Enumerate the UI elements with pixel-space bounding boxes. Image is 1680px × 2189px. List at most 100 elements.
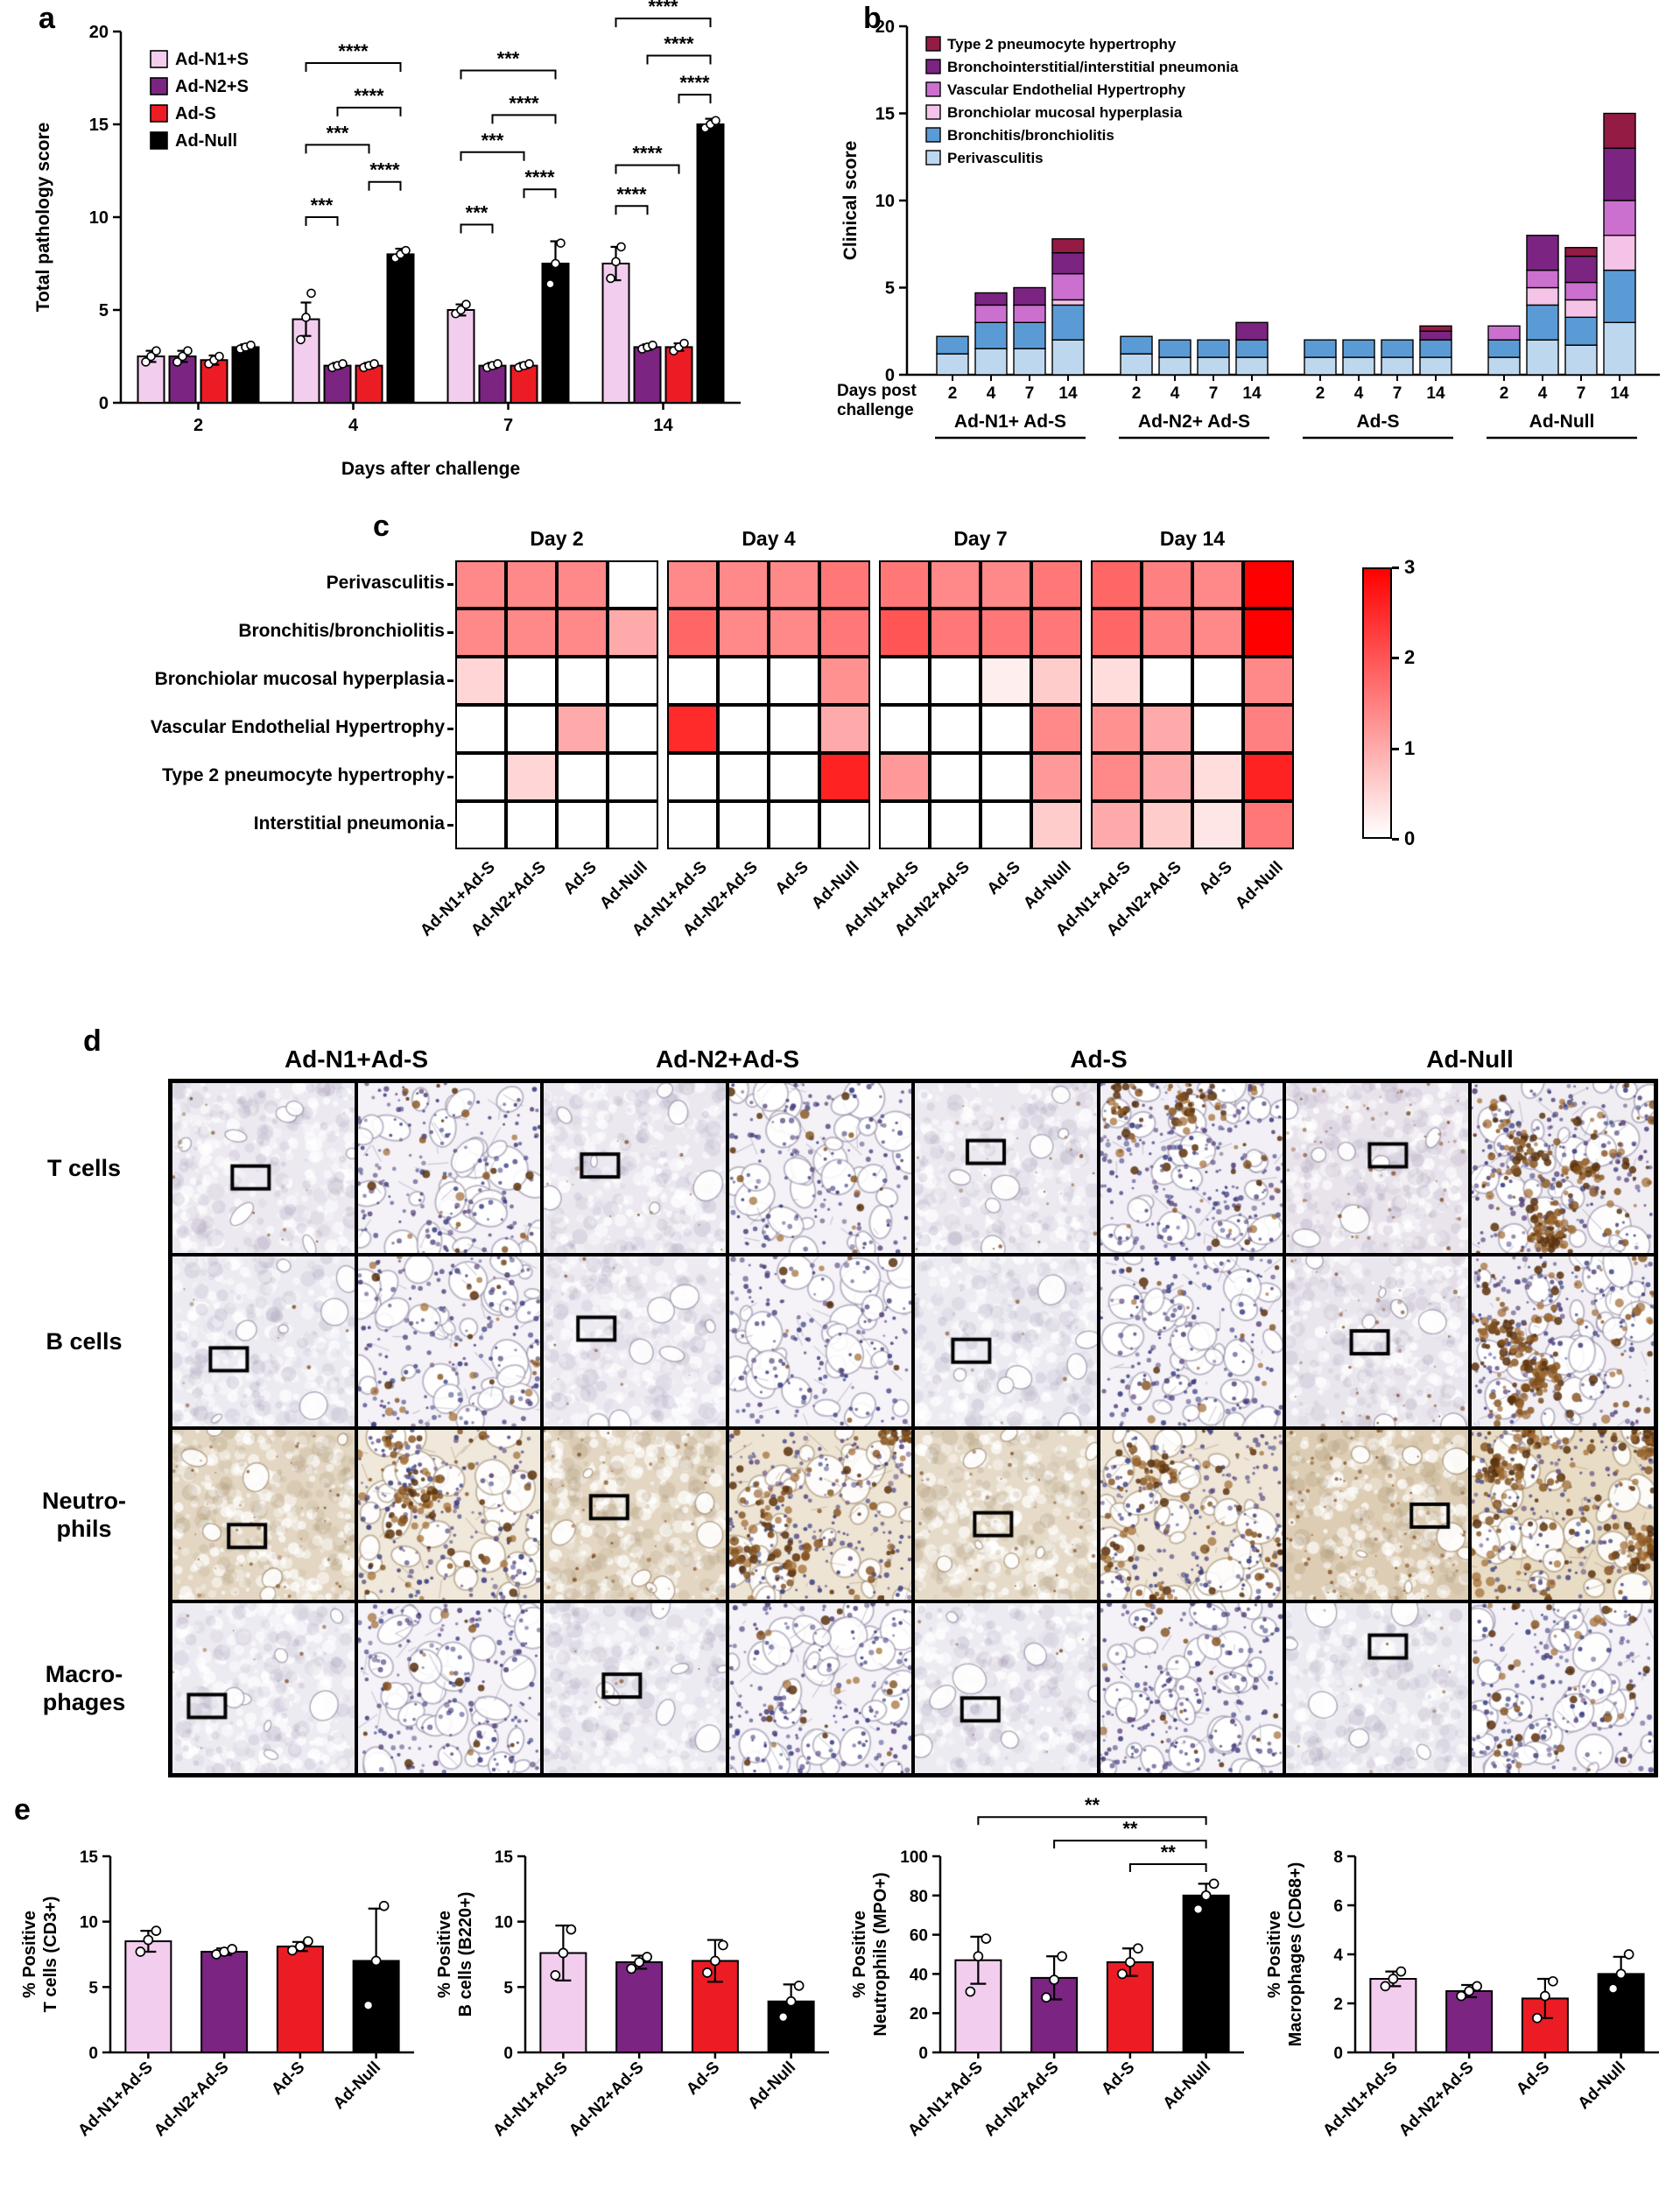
ihc-column-header: Ad-N2+Ad-S — [655, 1045, 800, 1073]
ihc-image — [171, 1255, 356, 1428]
stack-segment — [936, 335, 969, 355]
significance-bracket — [678, 94, 712, 104]
colorbar-tick-label: 3 — [1404, 556, 1416, 578]
heatmap-row-tick — [447, 583, 453, 586]
heatmap-cell — [769, 657, 819, 705]
group-label: Ad-N1+ Ad-S — [954, 412, 1066, 432]
category-label: Ad-N1+Ad-S — [489, 2059, 572, 2141]
heatmap-cell — [769, 609, 819, 657]
data-point — [1125, 1957, 1135, 1967]
data-point — [1117, 1968, 1128, 1980]
heatmap-cell — [1142, 705, 1192, 753]
ihc-image — [1284, 1081, 1470, 1255]
y-tick-label: 15 — [89, 116, 109, 135]
heatmap-cell — [608, 609, 658, 657]
data-point — [227, 1944, 237, 1954]
heatmap-cell — [769, 801, 819, 849]
heatmap-cell — [1192, 609, 1243, 657]
stack-segment — [1603, 235, 1636, 271]
stack-segment — [1526, 269, 1559, 289]
y-axis-label: Total pathology score — [33, 123, 53, 313]
ihc-row-label-line: B cells — [46, 1328, 123, 1355]
heatmap-cell — [879, 560, 930, 609]
data-point — [301, 313, 311, 322]
stack-segment — [1419, 339, 1452, 358]
heatmap-cell — [1192, 560, 1243, 609]
heatmap-cell — [667, 609, 718, 657]
ihc-image — [542, 1428, 728, 1601]
legend-label: Ad-N2+S — [175, 77, 249, 96]
heatmap-row-tick — [447, 824, 453, 827]
significance-label: **** — [632, 143, 663, 165]
significance-bracket — [305, 216, 339, 226]
stack-segment — [1564, 247, 1598, 257]
ihc-image — [1284, 1601, 1470, 1775]
ihc-lowmag-image — [172, 1256, 355, 1426]
heatmap-row-tick — [447, 776, 453, 778]
day-tick-label: 14 — [1610, 384, 1629, 403]
ihc-image — [1284, 1428, 1470, 1601]
data-point — [965, 1986, 976, 1997]
heatmap-cell — [819, 657, 870, 705]
stack-segment — [1381, 356, 1414, 376]
heatmap-cell — [1192, 753, 1243, 801]
data-point — [370, 1955, 382, 1967]
day-tick-label: 4 — [1538, 384, 1548, 403]
significance-label: ** — [1122, 1818, 1138, 1840]
stack-segment — [1564, 281, 1598, 301]
stack-segment — [1487, 325, 1521, 341]
significance-label: **** — [524, 166, 555, 188]
data-point — [524, 359, 534, 369]
heatmap-cell — [608, 657, 658, 705]
ihc-lowmag-image — [172, 1430, 355, 1600]
ihc-highmag-image — [358, 1430, 540, 1600]
ihc-lowmag-image — [544, 1083, 726, 1253]
significance-bracket — [615, 164, 680, 174]
stack-segment — [1603, 200, 1636, 236]
clinical-score-chart: 0 5 10 15 20 Clinical score 2 4 7 14 Ad-N1+ Ad-S 2 4… — [837, 18, 1660, 440]
category-label: Ad-Null — [330, 2059, 385, 2114]
heatmap-cell — [1091, 801, 1142, 849]
heatmap-cell — [981, 753, 1031, 801]
y-tick-label: 80 — [910, 1888, 928, 1906]
stack-segment — [1120, 335, 1153, 355]
stack-segment — [1419, 356, 1452, 376]
category-label: Ad-Null — [745, 2059, 800, 2114]
heatmap-cell — [1142, 609, 1192, 657]
ihc-row-label-line: Neutro- — [42, 1488, 126, 1514]
significance-bracket — [1128, 1862, 1207, 1872]
y-axis-label: Neutrophils (MPO+) — [871, 1872, 890, 2036]
legend-swatch — [150, 104, 168, 123]
tcell-percent-chart: 0 5 10 15 % Positive T cells (CD3+) Ad-N1+Ad-S… — [20, 1848, 414, 2141]
data-point — [1192, 1904, 1204, 1915]
stack-segment — [974, 348, 1008, 376]
data-point — [287, 1945, 298, 1956]
data-point — [338, 359, 348, 369]
category-label: Ad-S — [268, 2059, 308, 2099]
y-tick-label: 20 — [875, 18, 895, 37]
data-point — [456, 305, 466, 315]
stack-segment — [974, 321, 1008, 349]
category-label: Ad-N1+Ad-S — [1319, 2059, 1402, 2141]
heatmap-cell — [1243, 609, 1294, 657]
heatmap-cell — [1243, 801, 1294, 849]
stack-segment — [1304, 356, 1337, 376]
ihc-highmag-image — [729, 1603, 911, 1773]
data-point — [1208, 1878, 1220, 1890]
stack-segment — [1051, 272, 1085, 301]
significance-label: *** — [466, 201, 489, 223]
category-label: Ad-N2+Ad-S — [151, 2059, 233, 2141]
ihc-lowmag-image — [915, 1603, 1097, 1773]
heatmap-row-label: Perivasculitis — [326, 573, 445, 593]
axis-caption: Days post — [837, 382, 917, 400]
category-label: Ad-N1+Ad-S — [904, 2059, 987, 2141]
ihc-image — [356, 1255, 542, 1428]
y-tick-label: 20 — [910, 2005, 928, 2024]
heatmap-cell — [1091, 609, 1142, 657]
heatmap-cell — [455, 801, 506, 849]
significance-bracket — [646, 54, 712, 65]
ihc-lowmag-image — [1286, 1083, 1468, 1253]
y-axis-label: % Positive — [20, 1911, 39, 1998]
heatmap-cell — [667, 657, 718, 705]
heatmap-cell — [1031, 657, 1082, 705]
